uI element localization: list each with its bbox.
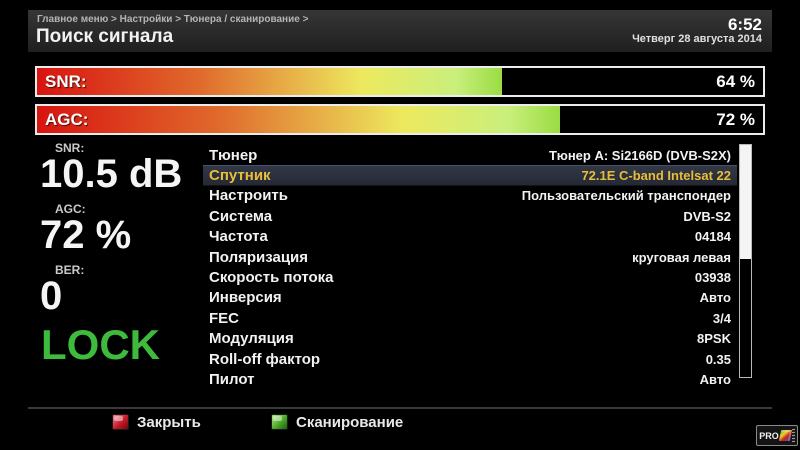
menu-row-tuner[interactable]: Тюнер Тюнер A: Si2166D (DVB-S2X): [203, 145, 737, 165]
page-title: Поиск сигнала: [36, 26, 174, 47]
snr-reading-value: 10.5 dB: [40, 152, 183, 196]
menu-row-modulation[interactable]: Модуляция 8PSK: [203, 329, 737, 349]
menu-label: Модуляция: [209, 330, 294, 348]
menu-label: Скорость потока: [209, 269, 334, 287]
menu-value: Тюнер A: Si2166D (DVB-S2X): [548, 147, 731, 163]
menu-row-satellite[interactable]: Спутник 72.1E C-band Intelsat 22: [203, 165, 737, 186]
date: Четверг 28 августа 2014: [632, 33, 762, 45]
menu-row-inversion[interactable]: Инверсия Авто: [203, 288, 737, 308]
clock: 6:52: [727, 15, 762, 34]
menu-value: круговая левая: [632, 249, 731, 265]
lock-status: LOCK: [41, 321, 160, 368]
brand-logo: PRO: [756, 425, 798, 446]
menu-value: 8PSK: [697, 331, 731, 347]
menu-row-rolloff[interactable]: Roll-off фактор 0.35: [203, 349, 737, 369]
menu-label: Поляризация: [209, 248, 309, 266]
snr-reading-label: SNR:: [55, 141, 85, 155]
menu-row-pilot[interactable]: Пилот Авто: [203, 369, 737, 389]
menu-row-polarization[interactable]: Поляризация круговая левая: [203, 247, 737, 267]
menu-label: Roll-off фактор: [209, 350, 321, 368]
menu-value: DVB-S2: [683, 208, 731, 224]
menu-value: Авто: [699, 290, 731, 306]
menu-scrollbar[interactable]: [739, 144, 752, 378]
snr-bar-value: 64 %: [716, 72, 755, 91]
menu-row-symbol-rate[interactable]: Скорость потока 03938: [203, 267, 737, 287]
red-key-icon: [112, 414, 129, 430]
brand-logo-side-text: [791, 429, 795, 442]
menu-value: Пользовательский транспондер: [521, 188, 731, 204]
menu-value: 04184: [694, 229, 731, 245]
menu-value: 03938: [694, 270, 731, 286]
agc-bar-label: AGC:: [45, 110, 89, 129]
agc-signal-bar: AGC: 72 %: [35, 104, 765, 135]
agc-bar-fill: [37, 106, 560, 133]
agc-reading-label: AGC:: [55, 202, 86, 216]
ber-reading-label: BER:: [55, 263, 85, 277]
snr-bar-label: SNR:: [45, 72, 87, 91]
agc-bar-value: 72 %: [716, 110, 755, 129]
clock-box: 6:52 Четверг 28 августа 2014: [632, 16, 762, 46]
footer-divider: [28, 407, 772, 409]
menu-label: Настроить: [209, 187, 288, 205]
scrollbar-thumb[interactable]: [740, 145, 751, 259]
menu-label: Инверсия: [209, 289, 282, 307]
ber-reading-value: 0: [40, 274, 63, 318]
menu-row-frequency[interactable]: Частота 04184: [203, 227, 737, 247]
green-key-icon: [271, 414, 288, 430]
breadcrumb: Главное меню > Настройки > Тюнера / скан…: [37, 14, 309, 25]
menu-value: 3/4: [712, 310, 731, 326]
scan-button-label: Сканирование: [296, 413, 404, 431]
close-button-label: Закрыть: [137, 413, 201, 431]
header-bar: Главное меню > Настройки > Тюнера / скан…: [28, 10, 772, 52]
menu-row-configure[interactable]: Настроить Пользовательский транспондер: [203, 186, 737, 206]
snr-signal-bar: SNR: 64 %: [35, 66, 765, 97]
settings-menu: Тюнер Тюнер A: Si2166D (DVB-S2X) Спутник…: [203, 145, 737, 390]
agc-reading-value: 72 %: [40, 213, 132, 257]
menu-row-fec[interactable]: FEC 3/4: [203, 308, 737, 328]
menu-label: Пилот: [209, 370, 255, 388]
menu-label: Система: [209, 207, 273, 225]
menu-value: 72.1E C-band Intelsat 22: [581, 168, 731, 184]
menu-label: FEC: [209, 309, 239, 327]
scan-button[interactable]: Сканирование: [271, 413, 403, 431]
brand-logo-mark-icon: [778, 430, 792, 441]
menu-label: Частота: [209, 228, 268, 246]
menu-row-system[interactable]: Система DVB-S2: [203, 206, 737, 226]
brand-logo-text: PRO: [759, 430, 779, 441]
menu-label: Тюнер: [209, 146, 258, 164]
snr-bar-fill: [37, 68, 502, 95]
menu-label: Спутник: [209, 167, 271, 185]
menu-value: 0.35: [705, 351, 731, 367]
close-button[interactable]: Закрыть: [112, 413, 201, 431]
menu-value: Авто: [699, 371, 731, 387]
